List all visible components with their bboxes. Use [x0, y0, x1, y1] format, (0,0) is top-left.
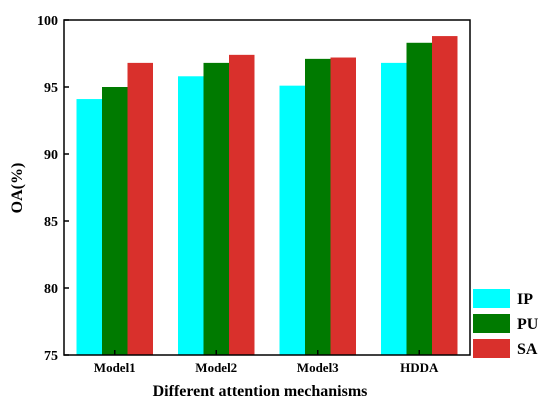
y-tick-label: 80 — [44, 282, 58, 297]
x-tick-label: Model2 — [195, 360, 237, 375]
y-tick-label: 100 — [37, 14, 58, 29]
x-axis: Model1 Model2 Model3 HDDA — [94, 350, 439, 375]
legend-label-sa: SA — [517, 341, 538, 358]
bar-pu-model1 — [102, 87, 128, 355]
legend: IP PU SA — [473, 289, 539, 358]
y-axis-title: OA(%) — [9, 163, 26, 214]
bar-sa-hdda — [432, 36, 458, 355]
bar-sa-model3 — [330, 57, 356, 356]
legend-label-ip: IP — [517, 291, 533, 308]
bar-pu-hdda — [406, 42, 432, 355]
y-tick-label: 95 — [44, 81, 58, 96]
bar-pu-model2 — [203, 62, 229, 355]
bars-group — [76, 36, 458, 356]
x-axis-title: Different attention mechanisms — [153, 383, 368, 400]
x-tick-label: Model1 — [94, 360, 136, 375]
legend-swatch-sa — [473, 339, 510, 358]
plot-area-frame — [63, 19, 471, 356]
bar-ip-hdda — [381, 62, 407, 355]
bar-sa-model1 — [127, 62, 153, 355]
bar-ip-model3 — [279, 85, 305, 355]
legend-swatch-ip — [473, 289, 510, 308]
y-tick-label: 90 — [44, 148, 58, 163]
bar-pu-model3 — [305, 58, 331, 356]
legend-label-pu: PU — [517, 316, 539, 333]
bar-ip-model1 — [76, 99, 102, 355]
y-axis: 75 80 85 90 95 100 — [37, 14, 69, 364]
y-tick-label: 85 — [44, 215, 58, 230]
y-tick-label: 75 — [44, 349, 58, 364]
x-tick-label: Model3 — [297, 360, 339, 375]
bar-ip-model2 — [178, 76, 204, 355]
x-tick-label: HDDA — [400, 360, 439, 375]
bar-sa-model2 — [229, 54, 255, 356]
legend-swatch-pu — [473, 314, 510, 333]
